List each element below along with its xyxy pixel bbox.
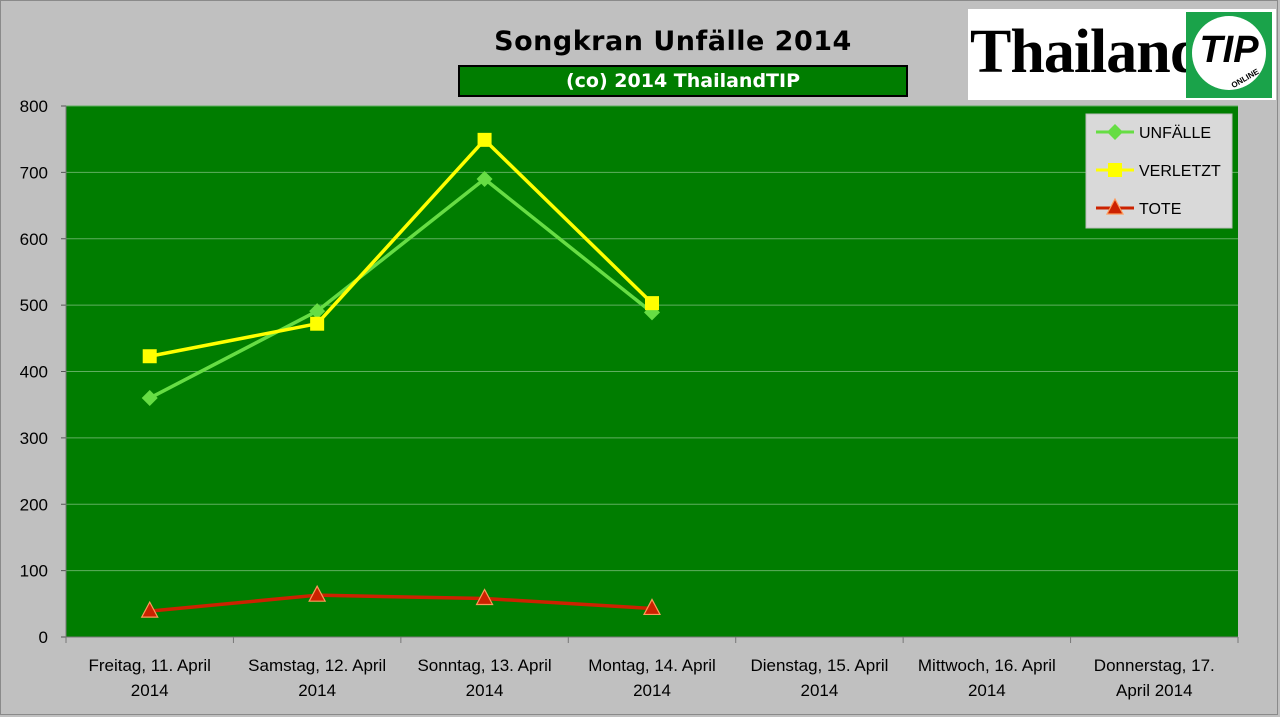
point-1-3 [645,296,659,311]
y-tick-label-800: 800 [20,97,48,116]
logo-badge: TIP ONLINE [1186,12,1272,98]
series-line-1 [149,138,654,358]
series-line-0 [148,177,654,400]
x-tick-label-1-1: 2014 [298,681,336,700]
logo-text: Thailand [970,18,1204,86]
logo-badge-circle: TIP ONLINE [1192,16,1266,90]
point-0-1 [309,303,326,320]
x-tick-label-4-1: 2014 [801,681,839,700]
legend-label-2: TOTE [1139,201,1181,218]
y-tick-label-100: 100 [20,562,48,581]
x-tick-label-4-0: Dienstag, 15. April [750,656,888,675]
point-1-0 [142,349,157,364]
series-line-2 [149,593,653,613]
y-tick-label-600: 600 [20,230,48,249]
point-1-1 [310,316,325,331]
chart-subtitle: (co) 2014 ThailandTIP [458,65,908,97]
point-1-2 [477,132,492,147]
x-tick-label-5-1: 2014 [968,681,1006,700]
thailandtip-logo: Thailand TIP ONLINE [968,9,1276,100]
legend-label-0: UNFÄLLE [1139,124,1211,142]
point-2-1 [308,584,327,602]
point-2-3 [643,598,661,616]
y-tick-label-0: 0 [39,628,48,647]
chart-title: Songkran Unfälle 2014 [494,26,852,57]
x-tick-label-0-1: 2014 [131,681,169,700]
x-tick-label-1-0: Samstag, 12. April [248,656,386,675]
point-0-2 [476,171,493,188]
y-tick-label-200: 200 [20,495,48,514]
point-2-2 [475,588,494,606]
y-tick-label-500: 500 [20,296,48,315]
x-tick-label-2-0: Sonntag, 13. April [417,656,551,675]
point-legend-0 [1107,124,1123,140]
x-tick-label-3-1: 2014 [633,681,671,700]
legend-label-1: VERLETZT [1139,163,1221,180]
y-tick-label-400: 400 [20,363,48,382]
x-tick-label-6-0: Donnerstag, 17. [1094,656,1215,675]
x-tick-label-5-0: Mittwoch, 16. April [918,656,1056,675]
point-2-0 [140,600,159,618]
x-tick-label-3-0: Montag, 14. April [588,656,716,675]
point-legend-1 [1108,163,1122,177]
x-tick-label-0-0: Freitag, 11. April [88,656,211,675]
y-tick-label-700: 700 [20,163,48,182]
logo-badge-tip: TIP [1199,29,1259,71]
point-legend-2 [1106,197,1124,215]
x-tick-label-6-1: April 2014 [1116,681,1193,700]
x-tick-label-2-1: 2014 [466,681,504,700]
point-0-0 [141,390,158,407]
y-tick-label-300: 300 [20,429,48,448]
